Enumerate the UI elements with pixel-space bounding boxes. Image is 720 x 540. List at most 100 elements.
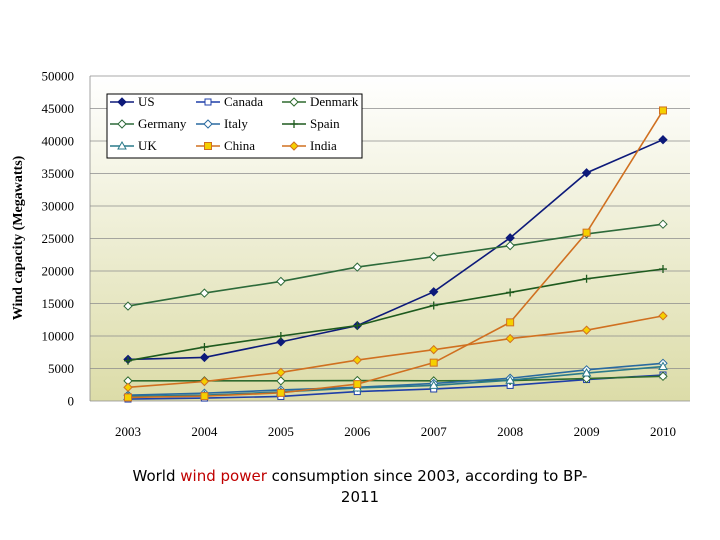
- caption-line-2: 2011: [340, 488, 380, 506]
- data-point-china: [353, 380, 362, 389]
- legend-marker-denmark: [289, 97, 299, 107]
- x-tick-label: 2008: [497, 424, 523, 439]
- legend-marker-uk: [117, 140, 127, 150]
- data-point-denmark: [581, 373, 592, 384]
- data-point-india: [352, 355, 362, 365]
- legend-label-uk: UK: [138, 138, 157, 153]
- data-point-india: [658, 311, 668, 321]
- data-point-china: [582, 228, 591, 237]
- caption-prefix: World: [132, 467, 181, 485]
- data-point-china: [276, 388, 285, 397]
- data-point-germany: [352, 262, 362, 272]
- data-point-india: [276, 367, 286, 378]
- y-tick-label: 30000: [42, 199, 75, 214]
- series-india: [123, 311, 668, 393]
- data-point-us: [581, 168, 592, 178]
- legend-marker-india: [289, 141, 299, 151]
- legend-marker-spain: [290, 120, 298, 128]
- legend-marker-china: [204, 142, 212, 150]
- y-tick-label: 10000: [42, 329, 75, 344]
- series-line-italy: [127, 362, 664, 396]
- series-line-uk: [127, 365, 664, 398]
- y-tick-label: 40000: [42, 134, 75, 149]
- data-point-denmark: [658, 371, 668, 382]
- data-point-spain: [124, 356, 132, 365]
- x-tick-label: 2010: [650, 424, 676, 439]
- data-point-india: [581, 325, 592, 335]
- data-point-uk: [428, 380, 439, 389]
- legend-label-us: US: [138, 94, 155, 109]
- data-point-germany: [123, 301, 133, 311]
- data-point-us: [658, 134, 668, 145]
- data-point-uk: [581, 368, 592, 377]
- y-tick-label: 50000: [42, 69, 75, 84]
- y-tick-label: 5000: [48, 361, 74, 376]
- data-point-germany: [429, 251, 439, 262]
- y-tick-label: 0: [68, 394, 75, 409]
- data-point-germany: [505, 240, 515, 251]
- data-point-spain: [353, 321, 362, 330]
- data-point-spain: [200, 343, 209, 352]
- data-point-spain: [276, 332, 285, 340]
- data-point-germany: [276, 276, 286, 287]
- series-line-china: [127, 110, 664, 399]
- data-point-us: [199, 352, 210, 363]
- legend-marker-canada: [204, 98, 212, 106]
- x-tick-label: 2009: [574, 424, 600, 439]
- series-line-germany: [127, 223, 664, 307]
- data-point-germany: [658, 219, 668, 229]
- legend-label-spain: Spain: [310, 116, 340, 131]
- data-point-uk: [658, 361, 668, 371]
- x-tick-label: 2007: [421, 424, 448, 439]
- legend-label-india: India: [310, 138, 337, 153]
- data-point-spain: [429, 301, 438, 310]
- y-tick-label: 20000: [42, 264, 75, 279]
- legend-box: [106, 93, 363, 159]
- data-point-india: [123, 382, 133, 393]
- x-tick-label: 2003: [115, 424, 141, 439]
- x-tick-labels: 2003 2004 2005 2006 2007 2008 2009 2010: [115, 424, 676, 439]
- series-china: [124, 106, 667, 402]
- x-tick-label: 2006: [344, 424, 371, 439]
- series-lines: [123, 106, 668, 403]
- series-us: [123, 134, 668, 365]
- x-tick-label: 2005: [268, 424, 294, 439]
- y-tick-label: 35000: [42, 166, 75, 181]
- data-point-china: [659, 106, 667, 115]
- y-tick-label: 25000: [42, 231, 75, 246]
- data-point-spain: [582, 274, 591, 283]
- wind-capacity-chart: 0 5000 10000 15000 20000 25000 30000 35000 40000…: [11, 69, 690, 439]
- data-point-denmark: [276, 376, 286, 386]
- legend-marker-us: [117, 97, 127, 107]
- data-point-china: [200, 392, 209, 401]
- legend-label-china: China: [224, 138, 255, 153]
- data-point-india: [199, 376, 210, 387]
- series-line-us: [127, 138, 664, 361]
- legend-label-italy: Italy: [224, 116, 248, 131]
- data-point-china: [429, 358, 438, 367]
- data-point-spain: [506, 288, 515, 297]
- caption-suffix: consumption since 2003, according to BP-: [266, 467, 588, 485]
- data-point-china: [506, 318, 515, 327]
- data-point-india: [505, 333, 515, 344]
- data-point-us: [276, 337, 286, 347]
- data-point-india: [429, 344, 439, 355]
- legend-marker-germany: [117, 119, 127, 129]
- data-point-china: [124, 393, 132, 402]
- legend-label-canada: Canada: [224, 94, 263, 109]
- x-tick-label: 2004: [191, 424, 218, 439]
- series-line-canada: [127, 374, 664, 400]
- legend-label-denmark: Denmark: [310, 94, 359, 109]
- series-line-denmark: [128, 375, 664, 382]
- y-tick-label: 15000: [42, 296, 75, 311]
- series-line-india: [127, 315, 664, 389]
- legend-label-germany: Germany: [138, 116, 187, 131]
- caption-highlight-link[interactable]: wind power: [180, 467, 267, 485]
- y-tick-labels: 0 5000 10000 15000 20000 25000 30000 35000 40000…: [42, 69, 75, 409]
- data-point-germany: [199, 288, 210, 298]
- data-point-spain: [659, 265, 667, 274]
- legend: US Canada Denmark Germany Italy Spain UK China I…: [106, 93, 363, 159]
- legend-marker-italy: [203, 119, 213, 129]
- data-point-uk: [505, 375, 516, 384]
- series-spain: [124, 265, 667, 365]
